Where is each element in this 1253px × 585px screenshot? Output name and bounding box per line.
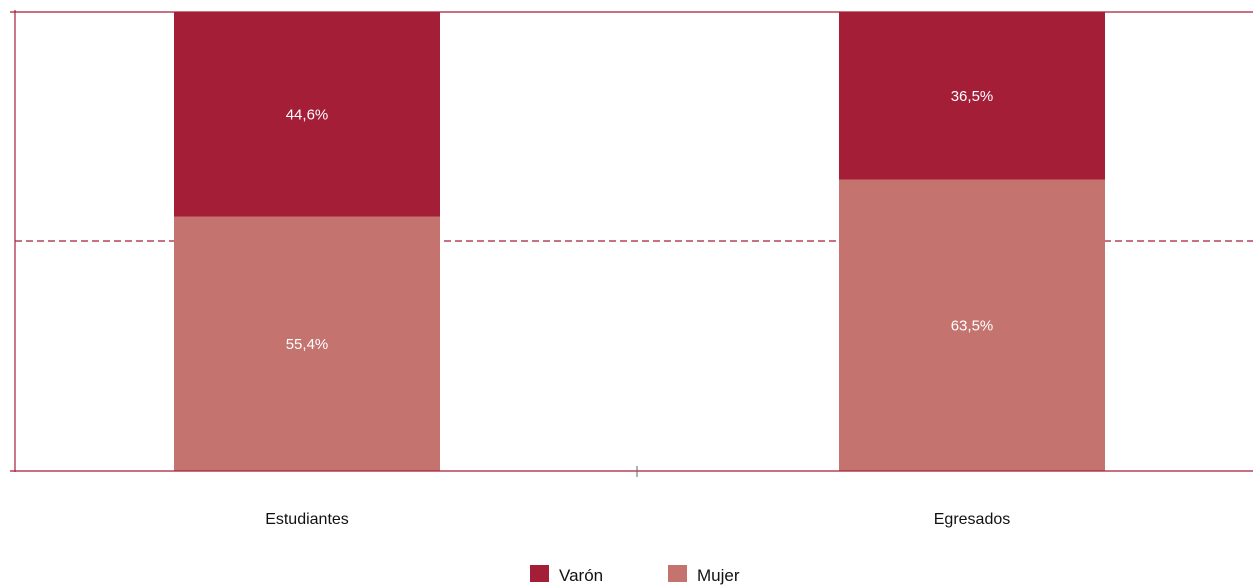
x-axis <box>10 466 1253 477</box>
category-labels: Estudiantes Egresados <box>265 511 1010 528</box>
legend-label-mujer: Mujer <box>697 566 740 585</box>
bar-egresados-mujer <box>839 179 1105 471</box>
category-label-egresados: Egresados <box>934 511 1011 528</box>
bars-group: 55,4% 44,6% 63,5% 36,5% <box>174 12 1105 471</box>
data-label-estudiantes-mujer: 55,4% <box>286 336 329 353</box>
data-label-estudiantes-varon: 44,6% <box>286 106 329 123</box>
data-label-egresados-varon: 36,5% <box>951 88 994 105</box>
bar-egresados-varon <box>839 12 1105 180</box>
category-label-estudiantes: Estudiantes <box>265 511 349 528</box>
data-label-egresados-mujer: 63,5% <box>951 317 994 334</box>
legend-label-varon: Varón <box>559 566 603 585</box>
bar-estudiantes-varon <box>174 12 440 217</box>
bar-estudiantes-mujer <box>174 216 440 471</box>
legend-swatch-mujer <box>668 565 687 582</box>
legend-swatch-varon <box>530 565 549 582</box>
legend: Varón Mujer <box>530 565 740 585</box>
